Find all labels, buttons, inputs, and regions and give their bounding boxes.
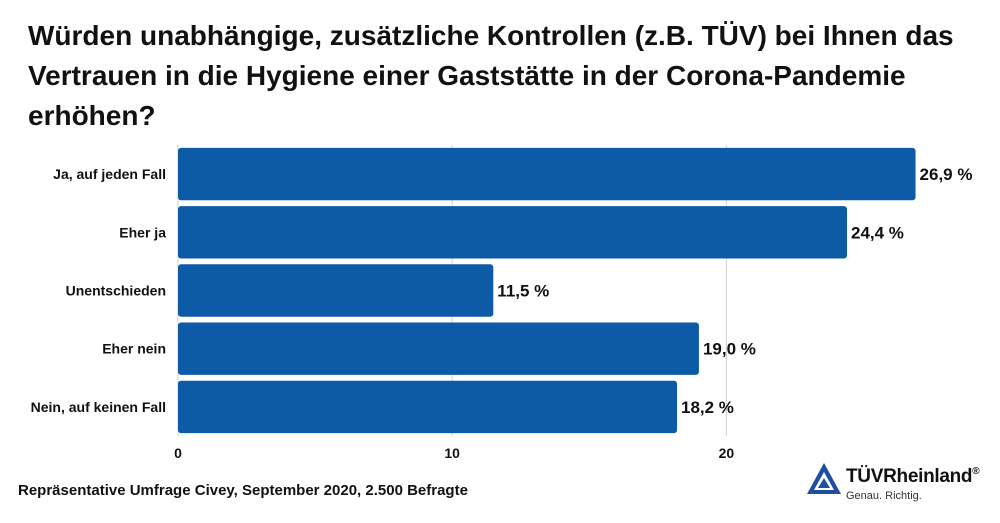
bar xyxy=(178,206,848,259)
logo-slogan: Genau. Richtig. xyxy=(846,490,922,502)
category-label: Eher ja xyxy=(119,224,166,240)
category-label: Eher nein xyxy=(102,341,166,357)
chart-title: Würden unabhängige, zusätzliche Kontroll… xyxy=(28,20,954,131)
triangle-logo-icon xyxy=(807,463,841,494)
bar xyxy=(178,380,678,434)
bar xyxy=(178,264,494,317)
data-label: 24,4 % xyxy=(851,223,904,242)
data-label: 18,2 % xyxy=(681,398,734,417)
source-note: Repräsentative Umfrage Civey, September … xyxy=(18,482,468,499)
bar xyxy=(178,147,916,201)
data-label: 26,9 % xyxy=(920,165,973,184)
tuv-rheinland-logo: TÜVRheinland® Genau. Richtig. xyxy=(806,460,986,510)
bar xyxy=(178,322,699,375)
x-tick-label: 20 xyxy=(719,445,735,461)
category-label: Unentschieden xyxy=(66,283,166,299)
x-tick-label: 10 xyxy=(444,445,460,461)
category-label: Ja, auf jeden Fall xyxy=(53,166,166,182)
category-label: Nein, auf keinen Fall xyxy=(31,399,166,415)
data-label: 19,0 % xyxy=(703,340,756,359)
data-label: 11,5 % xyxy=(497,282,549,301)
logo-brand: TÜVRheinland® xyxy=(846,466,980,487)
x-tick-label: 0 xyxy=(174,445,182,461)
bar-chart: 0 10 20 Ja, auf jeden Fall 26,9 % Eher ja 24,4… xyxy=(31,145,973,461)
